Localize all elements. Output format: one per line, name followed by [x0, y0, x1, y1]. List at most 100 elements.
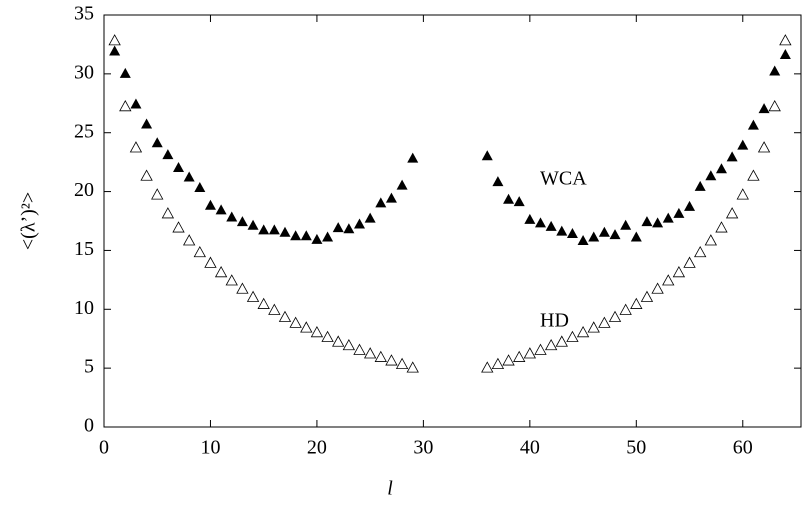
point	[204, 256, 217, 268]
x-tick-label: 10	[200, 437, 220, 459]
point	[278, 310, 292, 322]
annotation: WCA	[540, 168, 587, 190]
point	[662, 212, 674, 223]
point	[406, 361, 419, 373]
point	[758, 103, 770, 114]
point	[151, 188, 164, 200]
point	[119, 67, 131, 78]
point	[779, 49, 791, 60]
point	[289, 316, 302, 328]
point	[598, 226, 610, 237]
point	[652, 217, 664, 228]
point	[588, 231, 600, 242]
point	[757, 141, 771, 153]
point	[332, 222, 344, 233]
point	[491, 357, 505, 370]
x-tick-label: 0	[99, 437, 109, 459]
y-tick-label: 20	[74, 179, 94, 201]
point	[640, 290, 654, 302]
point	[300, 321, 313, 333]
point	[704, 234, 718, 246]
point	[119, 99, 132, 112]
point	[566, 227, 578, 238]
x-tick-label: 20	[307, 437, 327, 459]
point	[534, 217, 546, 228]
point	[332, 335, 345, 347]
point	[364, 212, 376, 223]
point	[258, 224, 270, 235]
point	[279, 226, 291, 237]
point	[630, 231, 642, 242]
point	[620, 219, 632, 230]
point	[141, 118, 153, 129]
y-tick-label: 35	[74, 3, 94, 25]
point	[247, 219, 259, 230]
point	[311, 233, 323, 244]
point	[310, 325, 324, 338]
point	[385, 192, 397, 203]
point	[108, 34, 121, 46]
point	[577, 235, 589, 246]
point	[354, 218, 366, 229]
point	[662, 274, 675, 286]
point	[513, 196, 525, 207]
x-axis-label: l	[387, 478, 393, 500]
point	[502, 354, 515, 366]
point	[151, 137, 163, 148]
point	[715, 221, 728, 233]
point	[694, 180, 706, 191]
y-tick-label: 25	[74, 120, 94, 142]
point	[268, 303, 281, 315]
point	[769, 65, 781, 76]
point	[768, 99, 781, 112]
point	[715, 163, 727, 174]
point	[683, 256, 696, 268]
point	[779, 34, 792, 46]
y-tick-label: 0	[84, 415, 94, 437]
point	[492, 176, 504, 187]
point	[321, 330, 334, 342]
x-tick-label: 40	[520, 437, 540, 459]
point	[630, 297, 643, 309]
point	[609, 229, 621, 240]
point	[342, 338, 356, 351]
point	[161, 207, 175, 219]
point	[705, 170, 717, 181]
point	[268, 224, 280, 235]
point	[672, 265, 686, 278]
point	[173, 162, 185, 173]
point	[204, 199, 216, 210]
point	[481, 150, 493, 161]
point	[747, 119, 759, 130]
point	[375, 197, 387, 208]
point	[374, 350, 387, 362]
point	[385, 354, 398, 366]
point	[129, 141, 143, 153]
point	[534, 343, 547, 355]
point	[523, 347, 537, 359]
y-axis-label: <(λ’)²>	[18, 192, 40, 250]
x-tick-label: 60	[733, 437, 753, 459]
point	[353, 343, 366, 355]
point	[343, 223, 355, 234]
point	[162, 149, 174, 160]
plot-frame	[103, 14, 802, 428]
point	[737, 139, 749, 150]
point	[555, 335, 568, 347]
point	[215, 204, 227, 215]
point	[503, 193, 515, 204]
point	[619, 303, 632, 315]
point	[363, 347, 377, 359]
point	[407, 152, 419, 163]
point	[545, 220, 557, 231]
point	[214, 265, 228, 278]
y-tick-label: 10	[74, 297, 94, 319]
x-tick-label: 50	[626, 437, 646, 459]
point	[236, 216, 248, 227]
point	[556, 225, 568, 236]
point	[290, 230, 302, 241]
x-tick-label: 30	[413, 437, 433, 459]
y-tick-label: 5	[84, 356, 94, 378]
y-tick-label: 15	[74, 238, 94, 260]
